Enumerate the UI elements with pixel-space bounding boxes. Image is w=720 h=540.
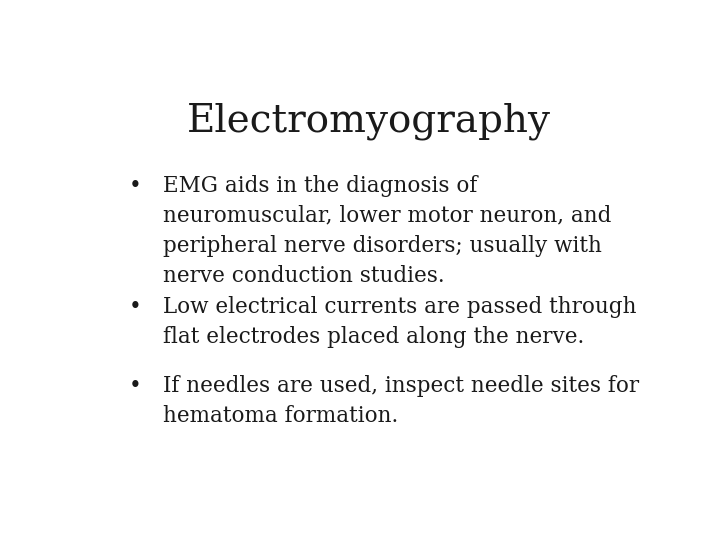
Text: If needles are used, inspect needle sites for: If needles are used, inspect needle site…: [163, 375, 639, 396]
Text: Electromyography: Electromyography: [187, 102, 551, 140]
Text: neuromuscular, lower motor neuron, and: neuromuscular, lower motor neuron, and: [163, 205, 611, 227]
Text: flat electrodes placed along the nerve.: flat electrodes placed along the nerve.: [163, 326, 584, 348]
Text: •: •: [129, 175, 142, 197]
Text: hematoma formation.: hematoma formation.: [163, 404, 397, 427]
Text: EMG aids in the diagnosis of: EMG aids in the diagnosis of: [163, 175, 477, 197]
Text: •: •: [129, 295, 142, 318]
Text: Low electrical currents are passed through: Low electrical currents are passed throu…: [163, 295, 636, 318]
Text: •: •: [129, 375, 142, 396]
Text: peripheral nerve disorders; usually with: peripheral nerve disorders; usually with: [163, 235, 601, 257]
Text: nerve conduction studies.: nerve conduction studies.: [163, 265, 444, 287]
